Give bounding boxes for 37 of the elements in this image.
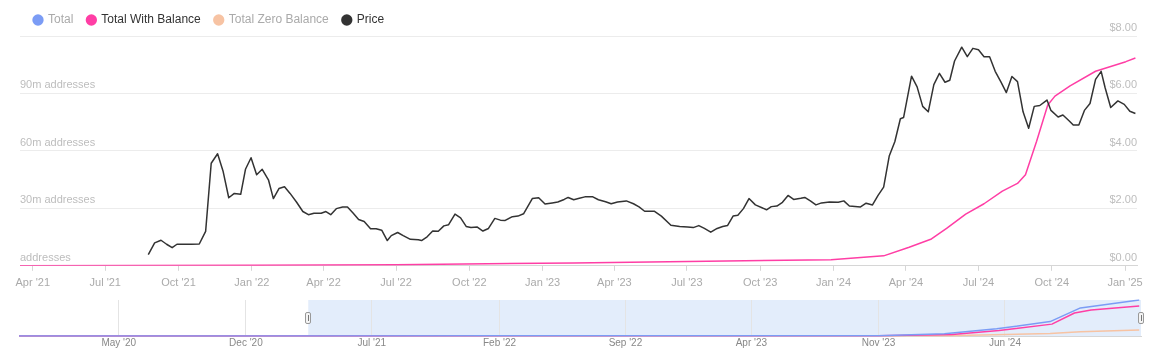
x-tick-label: Apr '23: [735, 336, 768, 348]
y-tick-label: addresses: [20, 250, 72, 263]
x-tick-label: Oct '24: [1034, 276, 1070, 289]
x-tick-label: Jul '21: [357, 336, 387, 348]
y2-tick-label: $4.00: [1109, 135, 1137, 148]
y2-tick-label: $6.00: [1109, 78, 1137, 91]
x-tick-label: Dec '20: [229, 336, 264, 348]
x-tick-label: Apr '21: [15, 276, 51, 289]
y2-tick-label: $0.00: [1109, 250, 1137, 263]
x-tick-label: Feb '22: [482, 336, 517, 348]
x-tick-label: Apr '24: [888, 276, 924, 289]
x-tick-label: Oct '21: [161, 276, 196, 289]
x-tick-label: Jul '23: [671, 276, 703, 289]
y-tick-label: 30m addresses: [20, 193, 96, 206]
legend-label: Total: [48, 12, 74, 27]
x-tick-label: Jan '23: [525, 276, 561, 289]
x-tick-label: Nov '23: [861, 336, 896, 348]
x-tick-label: Oct '22: [452, 276, 487, 289]
y-tick-label: 60m addresses: [20, 135, 96, 148]
x-tick-label: Jan '25: [1107, 276, 1143, 289]
x-tick-label: Sep '22: [608, 336, 643, 348]
legend-label: Total Zero Balance: [228, 12, 330, 27]
x-tick-label: Jan '24: [815, 276, 852, 289]
y2-tick-label: $8.00: [1109, 21, 1137, 34]
legend-label: Total With Balance: [101, 12, 202, 27]
x-tick-label: May '20: [101, 336, 137, 348]
x-tick-label: Apr '23: [597, 276, 632, 289]
y2-tick-label: $2.00: [1109, 193, 1137, 206]
x-tick-label: Oct '23: [742, 276, 778, 289]
legend-label: Price: [356, 12, 385, 27]
x-tick-label: Jul '24: [962, 276, 995, 289]
x-tick-label: Jul '22: [380, 276, 412, 289]
x-tick-label: Apr '22: [306, 276, 341, 289]
y-tick-label: 90m addresses: [20, 78, 96, 91]
x-tick-label: Jun '24: [989, 336, 1022, 348]
x-tick-label: Jul '21: [89, 276, 121, 289]
x-tick-label: Jan '22: [234, 276, 270, 289]
